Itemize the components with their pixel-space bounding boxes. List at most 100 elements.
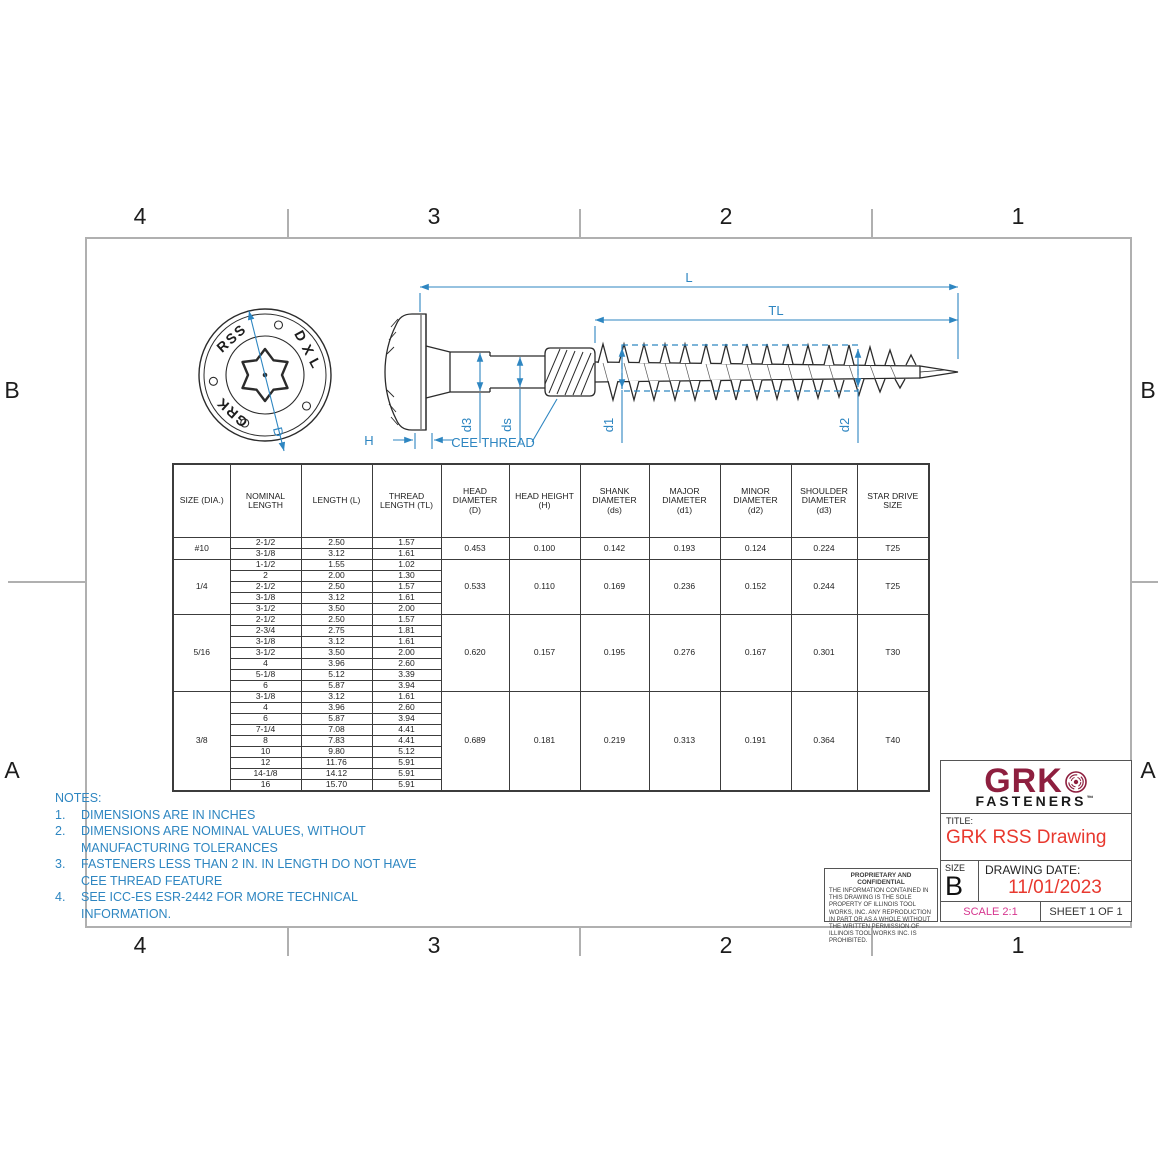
drawing-date-label: DRAWING DATE:: [985, 863, 1081, 878]
dimension-cell: 4.41: [371, 724, 442, 736]
zone-tick: [579, 209, 581, 237]
head-dimple: [273, 320, 284, 330]
spec-value-cell: 0.193: [648, 537, 721, 560]
spec-value-cell: T40: [856, 691, 930, 792]
screw-tip: [919, 365, 959, 379]
spec-value-cell: 0.157: [508, 614, 581, 692]
shank-dia-label: ds: [499, 418, 514, 432]
grk-logo-text: GRK: [984, 761, 1063, 800]
head-engraving-rss: RSS: [213, 320, 250, 355]
zone-label-top-3: 3: [427, 203, 441, 229]
dimension-cell: 4.41: [371, 735, 442, 747]
spec-value-cell: T25: [856, 559, 930, 615]
head-dimple: [301, 401, 312, 411]
zone-tick: [1132, 581, 1158, 583]
sheet-size-value: B: [945, 871, 964, 902]
table-row: 5/16 2-1/2 2.50 1.57 0.620 0.157 0.195 0.276 0.1…: [172, 614, 930, 692]
grk-logo-swirl-icon: [1064, 770, 1087, 793]
dimension-cell: 1.02: [371, 559, 442, 571]
dimension-cell: 9.80: [300, 746, 373, 758]
title-cell: TITLE: GRK RSS Drawing: [941, 814, 1131, 862]
table-row: 2-1/2 2.50 1.57: [173, 581, 929, 593]
dimension-cell: 2-3/4: [229, 625, 302, 637]
cee-thread-knurl-lines: [544, 348, 595, 396]
dimension-cell: 5.91: [371, 757, 442, 769]
spec-table-header: NOMINAL LENGTH: [229, 463, 302, 538]
dimension-cell: 8: [229, 735, 302, 747]
dimension-lines: [393, 283, 959, 449]
note-number: 3.: [55, 857, 66, 871]
dimension-cell: 3-1/8: [229, 636, 302, 648]
head-engraving-grk: GRK: [212, 394, 250, 431]
spec-table-header: SHANK DIAMETER (ds): [579, 463, 650, 538]
dimension-cell: 5-1/8: [229, 669, 302, 681]
zone-label-bottom-1: 1: [1011, 932, 1025, 958]
notes-list: 1. DIMENSIONS ARE IN INCHES 2. DIMENSIONS A…: [55, 807, 440, 923]
shank-section: [489, 352, 545, 392]
zone-tick: [287, 928, 289, 956]
dimension-cell: 3.12: [300, 636, 373, 648]
dimension-cell: 5.87: [300, 713, 373, 725]
minor-dia-label: d2: [837, 418, 852, 432]
screw-head-profile: [384, 313, 427, 431]
dimension-cell: 2.50: [300, 537, 373, 549]
zone-label-bottom-2: 2: [719, 932, 733, 958]
dimension-cell: 3.96: [300, 658, 373, 670]
dimension-cell: 11.76: [300, 757, 373, 769]
spec-value-cell: T30: [856, 614, 930, 692]
table-row: 2 2.00 1.30: [173, 570, 929, 582]
spec-table: SIZE (DIA.) NOMINAL LENGTH LENGTH (L) THREA…: [172, 463, 930, 792]
dimension-cell: 2-1/2: [229, 614, 302, 626]
spec-value-cell: 0.453: [440, 537, 510, 560]
dimension-cell: 3.94: [371, 713, 442, 725]
zone-label-top-4: 4: [133, 203, 147, 229]
dimension-cell: 1.57: [371, 614, 442, 626]
dimension-cell: 3-1/8: [229, 592, 302, 604]
proprietary-body: THE INFORMATION CONTAINED IN THIS DRAWIN…: [829, 888, 931, 945]
spec-value-cell: 0.195: [579, 614, 650, 692]
dimension-cell: 2.00: [300, 570, 373, 582]
sheet-cell: SHEET 1 OF 1: [1049, 905, 1123, 918]
spec-value-cell: 0.167: [719, 614, 792, 692]
dimension-cell: 3.12: [300, 691, 373, 703]
cee-thread-callout: CEE THREAD: [451, 435, 535, 450]
spec-table-header: THREAD LENGTH (TL): [371, 463, 442, 538]
head-diameter-dim-line: [247, 310, 286, 452]
dimension-cell: 5.12: [300, 669, 373, 681]
shoulder-section: [450, 351, 490, 393]
cee-thread-section: [544, 347, 596, 397]
dimension-cell: 12: [229, 757, 302, 769]
spec-table-header: MINOR DIAMETER (d2): [719, 463, 792, 538]
dimension-cell: 3-1/8: [229, 548, 302, 560]
dimension-cell: 2.75: [300, 625, 373, 637]
size-group-cell: 5/16: [172, 614, 231, 692]
spec-value-cell: T25: [856, 537, 930, 560]
note-item: 4. SEE ICC-ES ESR-2442 FOR MORE TECHNICAL…: [55, 889, 440, 922]
spec-value-cell: 0.236: [648, 559, 721, 615]
head-height-label: H: [364, 433, 373, 448]
drawing-title: GRK RSS Drawing: [946, 827, 1107, 849]
dimension-cell: 1.81: [371, 625, 442, 637]
zone-label-right-b: B: [1140, 377, 1156, 403]
head-serrations: [386, 318, 399, 426]
spec-value-cell: 0.191: [719, 691, 792, 792]
dimension-cell: 5.12: [371, 746, 442, 758]
zone-label-bottom-3: 3: [427, 932, 441, 958]
spec-value-cell: 0.219: [579, 691, 650, 792]
note-text: DIMENSIONS ARE IN INCHES: [81, 807, 256, 822]
dimension-cell: 3.94: [371, 680, 442, 692]
logo-cell: GRK FASTENERS™: [941, 761, 1131, 815]
dimension-cell: 4: [229, 702, 302, 714]
dimension-cell: 3-1/2: [229, 647, 302, 659]
dimension-cell: 3.50: [300, 603, 373, 615]
spec-table-header: LENGTH (L): [300, 463, 373, 538]
scale-cell: SCALE 2:1: [941, 902, 1041, 921]
dimension-cell: 3.12: [300, 548, 373, 560]
trademark-symbol: ™: [1086, 794, 1097, 802]
dimension-cell: 2.60: [371, 702, 442, 714]
thread-crests-bottom: [607, 378, 906, 403]
dimension-cell: 6: [229, 713, 302, 725]
spec-value-cell: 0.533: [440, 559, 510, 615]
screw-head-view: RSS DXL GRK D: [198, 308, 332, 452]
head-diameter-label: D: [270, 426, 287, 439]
